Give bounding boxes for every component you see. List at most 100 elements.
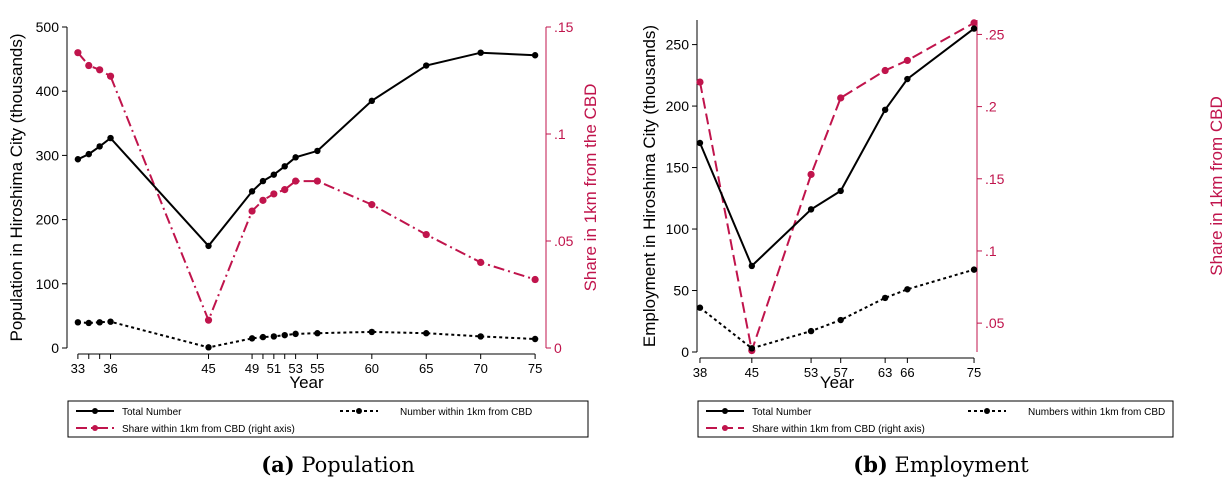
right-tick-label: .1 — [554, 126, 566, 142]
legend-label: Share within 1km from CBD (right axis) — [752, 424, 925, 435]
series-point-2 — [531, 275, 539, 284]
series-point-0 — [259, 177, 267, 185]
left-tick-label: 100 — [666, 221, 690, 237]
legend-label: Numbers within 1km from CBD — [1028, 407, 1165, 418]
series-point-1 — [881, 294, 889, 302]
right-tick-label: .15 — [985, 171, 1005, 187]
series-point-2 — [313, 177, 321, 185]
caption-employment: (b) Employment — [741, 452, 1141, 477]
series-point-1 — [85, 319, 92, 327]
series-point-1 — [314, 330, 321, 337]
series-point-0 — [248, 188, 256, 195]
series-point-2 — [368, 201, 376, 209]
right-tick-label: .1 — [985, 243, 997, 259]
left-tick-label: 200 — [36, 212, 60, 228]
x-tick-label: 75 — [967, 365, 981, 380]
series-point-1 — [248, 335, 256, 342]
population-chart: 0 100 200 300 400 500 0 .05 .1 .15 33 36 45 49 51 53 55 6… — [7, 19, 600, 438]
x-tick-label: 51 — [267, 361, 281, 376]
x-tick-label: 49 — [245, 361, 259, 376]
legend-label: Total Number — [752, 407, 812, 418]
legend-label: Total Number — [122, 407, 182, 418]
series-point-0 — [85, 150, 92, 158]
x-tick-label: 53 — [804, 365, 818, 380]
series-point-2 — [903, 56, 911, 65]
x-tick-label: 55 — [310, 361, 324, 376]
y-axis-title: Employment in Hiroshima City (thousands) — [640, 25, 659, 347]
series-point-0 — [270, 171, 278, 178]
series-line-1 — [699, 268, 975, 350]
right-tick-label: .15 — [554, 19, 574, 35]
series-point-2 — [270, 190, 278, 198]
series-point-1 — [970, 266, 978, 273]
left-tick-label: 500 — [36, 19, 60, 35]
series-point-1 — [748, 345, 756, 352]
series-point-1 — [270, 333, 278, 340]
series-point-2 — [422, 230, 430, 239]
left-tick-label: 250 — [666, 37, 690, 53]
series-point-1 — [807, 327, 815, 335]
left-tick-label: 100 — [36, 276, 60, 292]
series-point-1 — [107, 318, 114, 325]
right-tick-label: .25 — [985, 26, 1005, 42]
legend-key-marker — [722, 408, 728, 414]
series-point-1 — [477, 333, 484, 340]
legend-label: Number within 1km from CBD — [400, 407, 532, 418]
series-point-2 — [696, 78, 704, 86]
series-point-2 — [204, 316, 213, 324]
series-point-1 — [205, 344, 212, 351]
series-point-2 — [96, 66, 104, 74]
series-point-2 — [477, 258, 485, 266]
legend-key-marker — [92, 425, 98, 431]
series-point-0 — [748, 262, 756, 270]
series-point-0 — [477, 49, 484, 56]
legend-box — [67, 400, 589, 438]
right-tick-label: .05 — [554, 233, 574, 249]
series-point-0 — [368, 97, 376, 105]
x-tick-label: 63 — [878, 365, 892, 380]
series-point-2 — [292, 177, 300, 185]
caption-letter: (b) — [853, 452, 888, 477]
series-point-0 — [696, 139, 704, 147]
left-tick-label: 0 — [681, 344, 689, 360]
series-point-2 — [74, 49, 82, 57]
x-tick-label: 36 — [103, 361, 117, 376]
series-point-0 — [881, 106, 889, 113]
legend-key-marker — [92, 408, 98, 414]
series-line-0 — [699, 27, 975, 268]
series-point-1 — [292, 330, 299, 338]
series-point-2 — [881, 66, 889, 75]
x-tick-label: 66 — [900, 365, 914, 380]
left-tick-label: 0 — [51, 340, 59, 356]
series-point-2 — [807, 170, 815, 179]
series-point-2 — [837, 94, 845, 102]
series-point-1 — [423, 330, 430, 337]
y-axis-title: Population in Hiroshima City (thousands) — [7, 33, 26, 341]
legend-label: Share within 1km from CBD (right axis) — [122, 424, 295, 435]
left-tick-label: 400 — [36, 83, 60, 99]
series-point-0 — [205, 242, 212, 250]
series-point-0 — [423, 62, 430, 69]
series-point-2 — [281, 186, 289, 194]
series-point-0 — [74, 156, 82, 163]
x-tick-label: 33 — [71, 361, 85, 376]
left-tick-label: 50 — [673, 283, 689, 299]
series-point-0 — [904, 75, 911, 83]
x-axis-title: Year — [820, 373, 855, 392]
legend-box — [697, 400, 1174, 438]
series-point-1 — [531, 335, 539, 343]
series-point-0 — [531, 52, 539, 59]
caption-text: Population — [301, 453, 415, 477]
series-point-0 — [837, 187, 844, 195]
series-point-1 — [696, 304, 704, 311]
left-tick-label: 150 — [666, 160, 690, 176]
x-tick-label: 53 — [288, 361, 302, 376]
series-line-0 — [77, 51, 536, 248]
left-tick-label: 300 — [36, 147, 60, 163]
series-line-1 — [77, 320, 536, 349]
series-point-2 — [970, 19, 978, 27]
series-point-2 — [106, 72, 115, 80]
series-point-0 — [281, 163, 288, 170]
series-point-2 — [259, 196, 267, 204]
